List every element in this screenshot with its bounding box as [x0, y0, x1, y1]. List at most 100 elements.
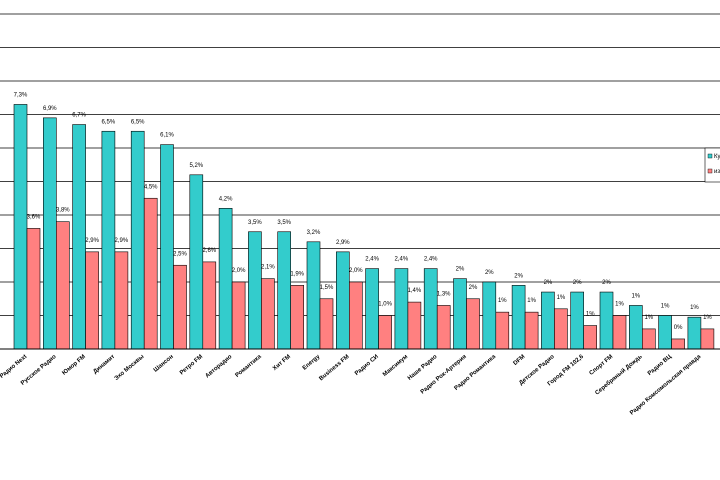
bar: [511, 285, 526, 350]
value-label: 2,9%: [115, 238, 129, 244]
value-label: 2,5%: [173, 251, 187, 257]
value-label: 1%: [690, 305, 699, 311]
value-label: 4,5%: [144, 184, 158, 190]
x-tick-label: Радио Next: [0, 354, 28, 380]
value-label: 2%: [514, 273, 523, 279]
bar: [628, 305, 643, 350]
bar: [218, 208, 233, 350]
value-label: 6,1%: [160, 133, 174, 139]
value-label: 2,0%: [232, 268, 246, 274]
bar: [453, 278, 467, 350]
bar: [671, 338, 685, 350]
bar: [335, 251, 350, 350]
value-label: 1%: [527, 298, 536, 304]
value-label: 2,9%: [85, 238, 99, 244]
value-label: 1,0%: [378, 302, 392, 308]
value-label: 2%: [469, 285, 478, 291]
bar: [348, 281, 363, 350]
bar: [524, 311, 539, 350]
bar: [114, 251, 129, 350]
value-label: 3,6%: [27, 214, 41, 220]
bar: [231, 281, 246, 350]
value-label: 1%: [661, 304, 670, 310]
x-tick-label: Наше Радио: [407, 354, 439, 382]
value-label: 2,6%: [202, 248, 216, 254]
value-label: 1%: [586, 312, 595, 318]
bar: [554, 308, 568, 350]
value-label: 2%: [573, 280, 582, 286]
value-label: 6,5%: [102, 119, 116, 125]
bar: [173, 264, 187, 350]
bar: [42, 117, 57, 350]
legend-label: из: [714, 169, 720, 175]
bar: [130, 130, 145, 350]
bar: [612, 315, 627, 350]
legend-label: Ку: [714, 154, 720, 160]
bar: [700, 328, 715, 350]
x-tick-label: Спорт FM: [589, 354, 615, 377]
bar: [202, 261, 217, 350]
value-label: 3,2%: [307, 230, 321, 236]
value-label: 6,9%: [43, 106, 57, 112]
bar: [101, 130, 116, 350]
bar: [394, 268, 409, 350]
value-label: 2,4%: [395, 257, 409, 263]
value-label: 2%: [485, 270, 494, 276]
bar: [541, 291, 555, 350]
value-label: 6,5%: [131, 119, 145, 125]
value-label: 1,5%: [320, 285, 334, 291]
x-tick-label: Хит FM: [272, 354, 292, 372]
bar: [583, 325, 598, 350]
bar: [261, 278, 275, 350]
bar: [423, 268, 438, 350]
value-label: 2,9%: [336, 240, 350, 246]
value-label: 3,8%: [56, 208, 70, 214]
value-label: 2,0%: [349, 268, 363, 274]
value-label: 6,7%: [72, 113, 86, 119]
bar: [570, 291, 585, 350]
x-tick-label: DFM: [513, 354, 527, 367]
x-tick-label: Шансон: [153, 354, 175, 374]
bar: [143, 197, 158, 350]
value-label: 3,5%: [248, 220, 262, 226]
value-label: 1%: [498, 298, 507, 304]
bar: [687, 316, 702, 350]
bar: [365, 268, 379, 350]
x-tick-label: Юмор FM: [61, 354, 86, 377]
bar: [277, 231, 292, 350]
x-tick-label: Романтика: [235, 354, 264, 379]
bar: [72, 124, 86, 350]
x-tick-label: Эхо Москвы: [114, 354, 146, 382]
value-label: 1%: [557, 295, 566, 301]
x-tick-label: Авторадио: [205, 354, 234, 380]
legend-swatch: [707, 153, 713, 159]
x-tick-label: Максимум: [382, 354, 410, 379]
bar: [13, 104, 28, 350]
bar: [248, 231, 262, 350]
value-label: 2,1%: [261, 265, 275, 271]
bar: [436, 305, 451, 350]
bar: [407, 301, 422, 350]
bar: [26, 228, 41, 350]
bar: [658, 315, 672, 350]
value-label: 1%: [615, 302, 624, 308]
value-label: 1%: [631, 293, 640, 299]
value-label: 5,2%: [189, 163, 203, 169]
bar: [599, 291, 614, 350]
x-tick-label: Радио СИ: [354, 354, 380, 377]
bar: [55, 221, 70, 350]
legend-swatch: [707, 168, 713, 174]
x-tick-label: Energy: [302, 354, 322, 372]
bar: [641, 328, 656, 350]
value-label: 3,5%: [277, 220, 291, 226]
value-label: 2%: [602, 280, 611, 286]
value-label: 4,2%: [219, 196, 233, 202]
value-label: 1%: [703, 315, 712, 321]
bar: [189, 174, 204, 350]
value-label: 2%: [456, 267, 465, 273]
value-label: 1,4%: [408, 288, 422, 294]
value-label: 1%: [644, 315, 653, 321]
bar: [290, 285, 305, 350]
value-label: 2%: [544, 280, 553, 286]
